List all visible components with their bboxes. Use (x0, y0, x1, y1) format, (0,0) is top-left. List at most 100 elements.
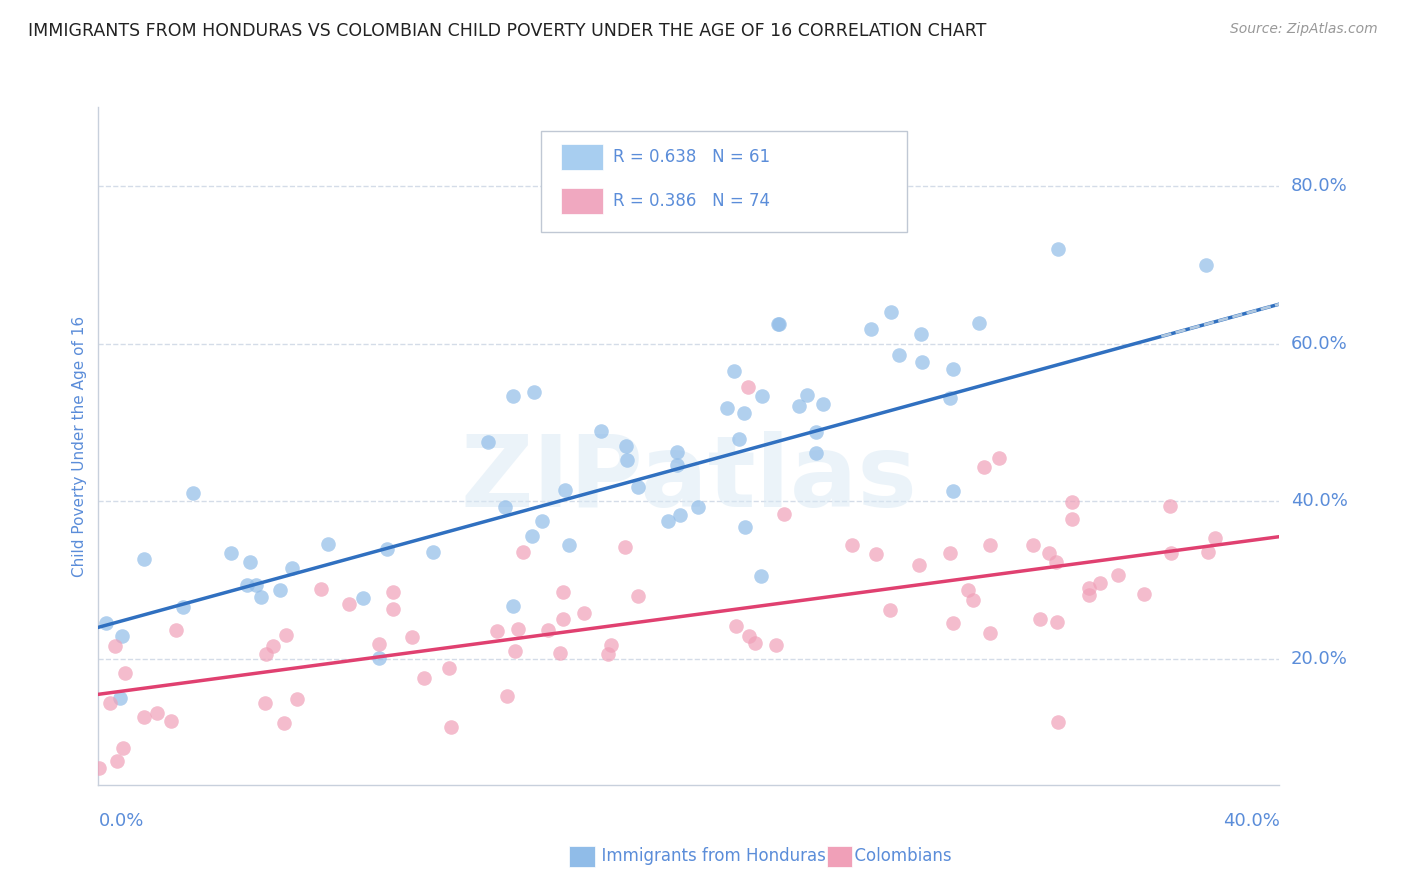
Point (104, 639, 127, 653)
Point (1038, 546, 1060, 560)
Point (1028, 612, 1050, 626)
Point (502, 388, 524, 402)
Point (1062, 512, 1084, 526)
Point (401, 630, 423, 644)
Point (967, 316, 990, 330)
Point (439, 661, 461, 675)
Point (537, 623, 560, 637)
Point (236, 578, 259, 592)
Point (734, 520, 756, 534)
Text: R = 0.386   N = 74: R = 0.386 N = 74 (613, 193, 770, 211)
Point (221, 546, 243, 560)
Point (1078, 581, 1101, 595)
Point (1107, 567, 1129, 582)
Point (973, 459, 995, 474)
Point (572, 606, 595, 620)
Text: R = 0.638   N = 61: R = 0.638 N = 61 (613, 148, 770, 166)
Point (962, 593, 984, 607)
Point (744, 636, 766, 650)
Point (440, 720, 463, 734)
Point (880, 305, 903, 319)
Point (796, 388, 818, 402)
Point (172, 599, 194, 614)
Point (766, 317, 789, 331)
Point (737, 380, 759, 394)
Point (558, 538, 581, 552)
Point (551, 612, 574, 626)
Text: IMMIGRANTS FROM HONDURAS VS COLOMBIAN CHILD POVERTY UNDER THE AGE OF 16 CORRELAT: IMMIGRANTS FROM HONDURAS VS COLOMBIAN CH… (28, 22, 987, 40)
Point (804, 446, 827, 460)
Point (523, 385, 546, 400)
Point (728, 432, 751, 446)
Point (111, 740, 134, 755)
Point (375, 541, 398, 556)
Point (768, 317, 790, 331)
Point (1160, 546, 1182, 560)
Point (412, 671, 434, 685)
Point (908, 558, 931, 572)
Point (787, 399, 810, 413)
Point (979, 625, 1001, 640)
Point (263, 639, 285, 653)
Point (110, 691, 132, 706)
Point (733, 406, 755, 420)
Point (616, 452, 638, 467)
Point (942, 484, 965, 499)
Point (311, 582, 333, 596)
Point (1077, 588, 1099, 602)
Text: ZIPatlas: ZIPatlas (461, 432, 917, 528)
Text: Colombians: Colombians (844, 847, 952, 865)
Point (134, 552, 156, 566)
Point (269, 582, 291, 597)
Point (1046, 242, 1069, 256)
Point (669, 508, 692, 522)
Point (751, 389, 773, 403)
Point (337, 597, 360, 611)
Point (502, 599, 524, 613)
Point (245, 578, 267, 592)
Point (749, 569, 772, 583)
Point (657, 514, 679, 528)
Point (879, 603, 901, 617)
Point (987, 450, 1010, 465)
Point (554, 483, 576, 497)
Point (723, 364, 745, 378)
Point (316, 537, 339, 551)
Point (841, 538, 863, 552)
Bar (561, 145, 603, 170)
Point (273, 716, 295, 731)
Bar (561, 188, 603, 214)
Point (367, 636, 389, 650)
Point (181, 485, 204, 500)
Point (666, 458, 689, 473)
Point (486, 624, 509, 638)
Text: 40.0%: 40.0% (1223, 812, 1279, 830)
Point (614, 439, 637, 453)
Point (1062, 495, 1084, 509)
Point (1197, 545, 1219, 559)
Point (1159, 499, 1181, 513)
Point (939, 392, 962, 406)
Point (1046, 714, 1069, 729)
Point (250, 591, 273, 605)
Point (111, 629, 134, 643)
Point (910, 326, 932, 341)
Point (276, 628, 298, 642)
Point (520, 528, 543, 542)
Point (553, 585, 575, 599)
Point (1090, 575, 1112, 590)
Point (1045, 555, 1067, 569)
Point (865, 548, 887, 562)
Point (666, 444, 689, 458)
Point (765, 638, 787, 652)
Point (285, 692, 308, 706)
Point (132, 709, 155, 723)
Point (1046, 615, 1069, 629)
Point (911, 355, 934, 369)
Point (724, 618, 747, 632)
Point (105, 754, 128, 768)
Point (737, 629, 759, 643)
Y-axis label: Child Poverty Under the Age of 16: Child Poverty Under the Age of 16 (72, 316, 87, 576)
Point (942, 615, 965, 630)
Point (254, 696, 277, 710)
